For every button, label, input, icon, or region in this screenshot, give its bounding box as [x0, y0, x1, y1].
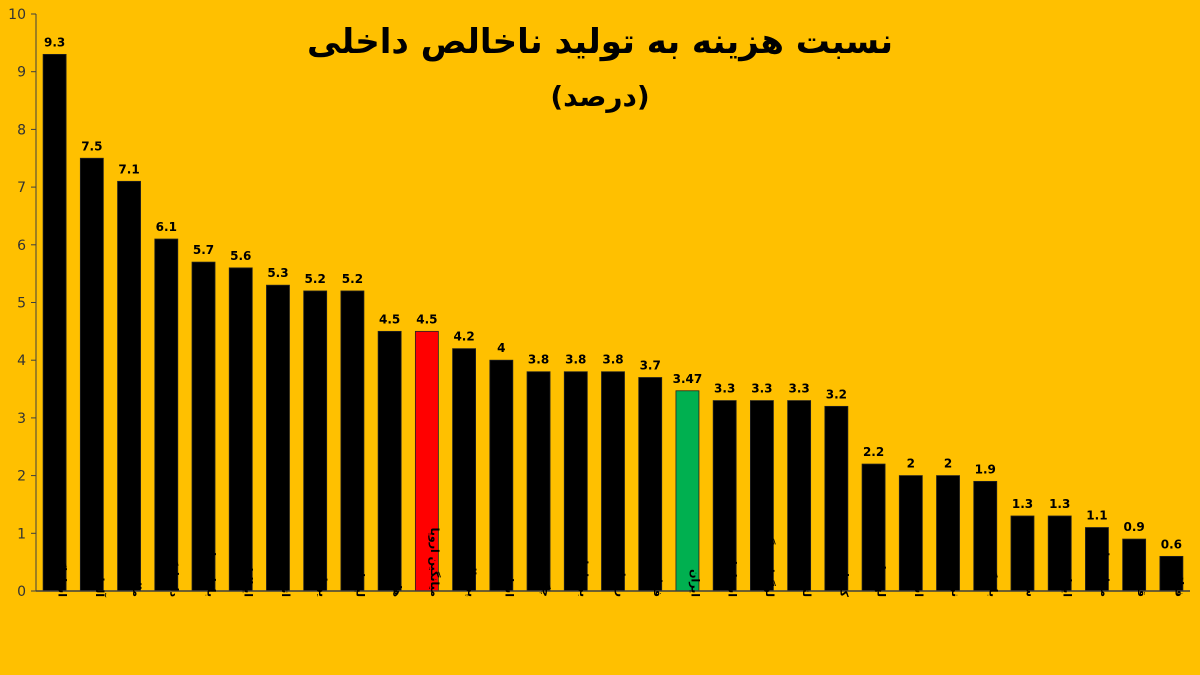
y-tick-label: 7 [17, 180, 26, 196]
bar [787, 400, 812, 592]
bar-value-label: 9.3 [44, 35, 65, 49]
x-category-label: دانمارک [167, 554, 180, 597]
bar [42, 53, 67, 592]
x-category-label: پرتغال [465, 562, 478, 597]
bar-value-label: 3.47 [673, 372, 703, 386]
bar-value-label: 1.3 [1049, 497, 1070, 511]
x-category-label: ایتالیا [242, 568, 255, 597]
bar [191, 261, 216, 592]
y-tick-label: 3 [17, 411, 26, 427]
bar-value-label: 0.9 [1124, 520, 1145, 534]
y-tick-label: 2 [17, 469, 26, 485]
x-category-label: بلغارستان [205, 543, 218, 597]
x-category-label: کرواسی [837, 551, 850, 597]
bar-value-label: 1.3 [1012, 497, 1033, 511]
y-tick-label: 6 [17, 238, 26, 254]
y-tick-label: 9 [17, 65, 26, 81]
bar-value-label: 3.7 [640, 359, 661, 373]
bar [228, 267, 253, 592]
bar-value-label: 3.2 [826, 387, 847, 401]
y-tick-label: 5 [17, 296, 26, 312]
y-tick-label: 10 [8, 7, 26, 23]
y-tick-label: 8 [17, 122, 26, 138]
bar-value-label: 4.2 [453, 330, 474, 344]
bar-value-label: 3.3 [788, 382, 809, 396]
x-category-label: آلمان [93, 568, 107, 597]
bar [266, 284, 290, 592]
x-category-label: اتریش [279, 563, 292, 597]
bar [452, 348, 476, 592]
x-category-label: اسپانیا [726, 561, 739, 597]
bars: 9.3 7.5 7.1 6.1 5.7 5.6 5.3 5.2 5.2 4.5 4.5 4.2 4 3.8… [42, 35, 1184, 592]
bar [675, 390, 700, 592]
bar-value-label: 6.1 [156, 220, 177, 234]
y-tick-label: 4 [17, 353, 26, 369]
x-category-label: رومانی [614, 558, 627, 597]
bar-value-label: 5.6 [230, 249, 251, 263]
bar [563, 371, 588, 592]
x-category-label: اسلواکی [56, 550, 69, 597]
bar-value-label: 5.3 [267, 266, 288, 280]
x-category-label: فرانسه [651, 557, 664, 597]
bar-value-label: 2.2 [863, 445, 884, 459]
bar-value-label: 4 [497, 341, 505, 355]
bar [154, 238, 179, 592]
x-axis: اسلواکی آلمان مالت دانمارک بلغارستان ایتالیا ا… [36, 528, 1190, 598]
bar-value-label: 3.8 [565, 353, 586, 367]
bar-value-label: 7.1 [118, 162, 139, 176]
x-category-label: استونی [912, 556, 925, 597]
x-category-label: قبرس [1135, 563, 1148, 597]
bar-value-label: 3.8 [602, 353, 623, 367]
bar-value-label: 3.3 [751, 382, 772, 396]
x-category-label: لیتوانی [353, 558, 366, 597]
bar-value-label: 7.5 [81, 139, 102, 153]
bar-value-label: 5.7 [193, 243, 214, 257]
bar-value-label: 3.8 [528, 353, 549, 367]
x-category-label: مالت [130, 570, 143, 597]
x-category-label: بلژیک [986, 566, 999, 597]
x-category-label: لهستان [875, 556, 888, 597]
x-category-label: سوئد [1023, 569, 1036, 597]
y-tick-label: 1 [17, 526, 26, 542]
x-category-label: بریتانیا [577, 561, 590, 597]
y-axis: 0 1 2 3 4 5 6 7 8 9 10 [8, 7, 37, 600]
bar [340, 290, 365, 592]
bar-value-label: 5.2 [305, 272, 326, 286]
bar-value-label: 3.3 [714, 382, 735, 396]
bar-value-label: 5.2 [342, 272, 363, 286]
bar [303, 290, 328, 592]
x-category-label: لوگزامبورگ [763, 533, 777, 597]
bar-value-label: 0.6 [1161, 537, 1182, 551]
chart-subtitle: (درصد) [550, 80, 650, 113]
x-category-label: هلند [391, 574, 404, 597]
y-tick-label: 0 [17, 584, 26, 600]
x-category-label: فنلاند [1172, 566, 1185, 597]
x-category-label: ایران [688, 569, 701, 597]
chart-title: نسبت هزینه به تولید ناخالص داخلی [306, 22, 893, 62]
x-category-label: لتونی [800, 566, 813, 597]
bar-value-label: 1.1 [1086, 509, 1107, 523]
bar-value-label: 4.5 [379, 312, 400, 326]
x-category-label: نروژ [949, 572, 962, 597]
x-category-label: ایرلند [1061, 567, 1074, 597]
x-category-label: میانگین اروپا [428, 528, 441, 597]
bar-value-label: 1.9 [975, 462, 996, 476]
x-category-label: مجارستان [1098, 543, 1111, 597]
bar [377, 330, 402, 592]
bar [526, 371, 551, 592]
x-category-label: یونان [316, 568, 329, 597]
bar [79, 157, 104, 592]
x-category-label: چک [540, 578, 553, 597]
bar-value-label: 2 [907, 457, 915, 471]
bar [117, 180, 141, 592]
bar-value-label: 2 [944, 457, 952, 471]
bar-value-label: 4.5 [416, 312, 437, 326]
x-category-label: اسلوونی [502, 549, 515, 597]
